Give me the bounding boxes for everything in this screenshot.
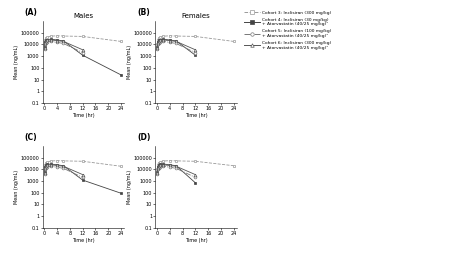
Legend: Cohort 3: Inclisiran (300 mg/kg), Cohort 4: Inclisiran (30 mg/kg)
+ Atorvastatin: Cohort 3: Inclisiran (300 mg/kg), Cohort… — [244, 10, 332, 50]
Y-axis label: Mean (ng/mL): Mean (ng/mL) — [127, 45, 132, 79]
X-axis label: Time (hr): Time (hr) — [185, 113, 208, 118]
Y-axis label: Mean (ng/mL): Mean (ng/mL) — [14, 170, 19, 204]
Title: Females: Females — [182, 13, 210, 19]
Text: (C): (C) — [25, 133, 37, 142]
Text: (D): (D) — [137, 133, 151, 142]
Y-axis label: Mean (ng/mL): Mean (ng/mL) — [14, 45, 19, 79]
X-axis label: Time (hr): Time (hr) — [185, 238, 208, 243]
Title: Males: Males — [73, 13, 93, 19]
Y-axis label: Mean (ng/mL): Mean (ng/mL) — [127, 170, 132, 204]
Text: (A): (A) — [25, 8, 37, 17]
Text: (B): (B) — [137, 8, 150, 17]
X-axis label: Time (hr): Time (hr) — [72, 238, 95, 243]
X-axis label: Time (hr): Time (hr) — [72, 113, 95, 118]
